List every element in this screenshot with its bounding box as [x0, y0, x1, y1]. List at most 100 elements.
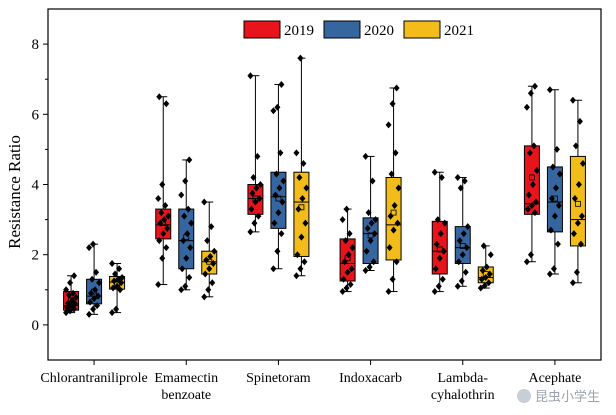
box-2021	[201, 250, 218, 275]
data-point	[577, 240, 584, 248]
data-point	[393, 84, 400, 92]
data-point	[482, 274, 489, 282]
data-point	[546, 86, 553, 94]
box-2021	[293, 171, 310, 257]
data-point	[299, 195, 306, 203]
data-point	[184, 230, 191, 238]
mean-marker	[459, 243, 466, 249]
data-point	[88, 289, 95, 297]
data-point	[113, 305, 120, 313]
x-tick-label: Lambda-	[437, 371, 488, 386]
data-point	[278, 230, 285, 238]
box-2021	[385, 176, 402, 261]
data-point	[362, 266, 369, 274]
data-point	[207, 252, 214, 260]
data-point	[206, 265, 213, 273]
data-point	[114, 282, 121, 290]
data-point	[276, 184, 283, 192]
data-point	[344, 268, 351, 276]
data-point	[182, 177, 189, 185]
data-point	[431, 288, 438, 296]
data-point	[69, 296, 76, 304]
data-point	[454, 282, 461, 290]
data-point	[182, 282, 189, 290]
data-point	[185, 205, 192, 213]
data-point	[549, 163, 556, 171]
data-point	[163, 100, 170, 108]
data-point	[201, 198, 208, 206]
data-point	[435, 282, 442, 290]
data-point	[273, 170, 280, 178]
data-point	[187, 244, 194, 252]
data-point	[159, 181, 166, 188]
data-point	[532, 198, 539, 206]
data-point	[437, 230, 444, 238]
data-point	[573, 268, 580, 276]
data-point	[392, 149, 399, 157]
data-point	[389, 275, 396, 283]
data-point	[178, 191, 185, 199]
data-point	[527, 251, 534, 259]
data-point	[431, 168, 438, 176]
data-point	[250, 173, 257, 181]
data-point	[160, 230, 167, 238]
data-point	[179, 265, 186, 273]
data-point	[343, 284, 350, 292]
mean-marker	[390, 209, 397, 216]
data-point	[463, 244, 470, 252]
data-point	[86, 310, 93, 318]
data-point	[89, 275, 96, 283]
data-point	[186, 156, 193, 164]
legend-label-2020: 2020	[364, 23, 394, 39]
data-point	[156, 237, 163, 245]
data-point	[386, 244, 393, 252]
data-point	[438, 173, 445, 181]
data-point	[367, 237, 374, 245]
data-point	[464, 223, 471, 231]
data-point	[578, 212, 585, 220]
data-point	[369, 177, 376, 185]
data-point	[524, 205, 531, 213]
data-point	[440, 247, 447, 255]
data-point	[275, 209, 282, 217]
data-point	[157, 219, 164, 227]
data-point	[178, 286, 185, 294]
data-point	[294, 251, 301, 259]
y-tick-label: 2	[32, 248, 40, 264]
data-point	[339, 216, 346, 224]
data-point	[528, 202, 535, 210]
data-point	[183, 254, 190, 262]
data-point	[155, 281, 162, 289]
data-point	[481, 282, 488, 290]
x-tick-label: Indoxacarb	[339, 371, 402, 386]
data-point	[433, 240, 440, 248]
data-point	[109, 309, 116, 317]
data-point	[342, 237, 349, 245]
data-point	[86, 244, 93, 252]
data-point	[181, 212, 188, 220]
data-point	[571, 195, 578, 203]
mean-marker	[275, 195, 282, 202]
legend-label-2021: 2021	[444, 23, 474, 39]
y-tick-label: 6	[32, 107, 40, 123]
data-point	[270, 265, 277, 273]
data-point	[254, 152, 261, 160]
data-point	[569, 96, 576, 104]
data-point	[205, 286, 212, 294]
data-point	[280, 177, 287, 185]
legend-label-2019: 2019	[284, 23, 314, 39]
data-point	[297, 265, 304, 273]
data-point	[348, 265, 355, 273]
data-point	[293, 272, 300, 280]
x-tick-label: Chlorantraniliprole	[40, 371, 147, 386]
data-point	[555, 202, 562, 210]
data-point	[253, 184, 260, 192]
data-point	[279, 198, 286, 206]
mean-marker	[575, 200, 581, 207]
data-point	[572, 142, 579, 150]
data-point	[164, 224, 171, 232]
data-point	[346, 230, 353, 238]
data-point	[300, 159, 307, 167]
data-point	[302, 219, 309, 227]
watermark: 昆虫小学生	[516, 386, 600, 405]
